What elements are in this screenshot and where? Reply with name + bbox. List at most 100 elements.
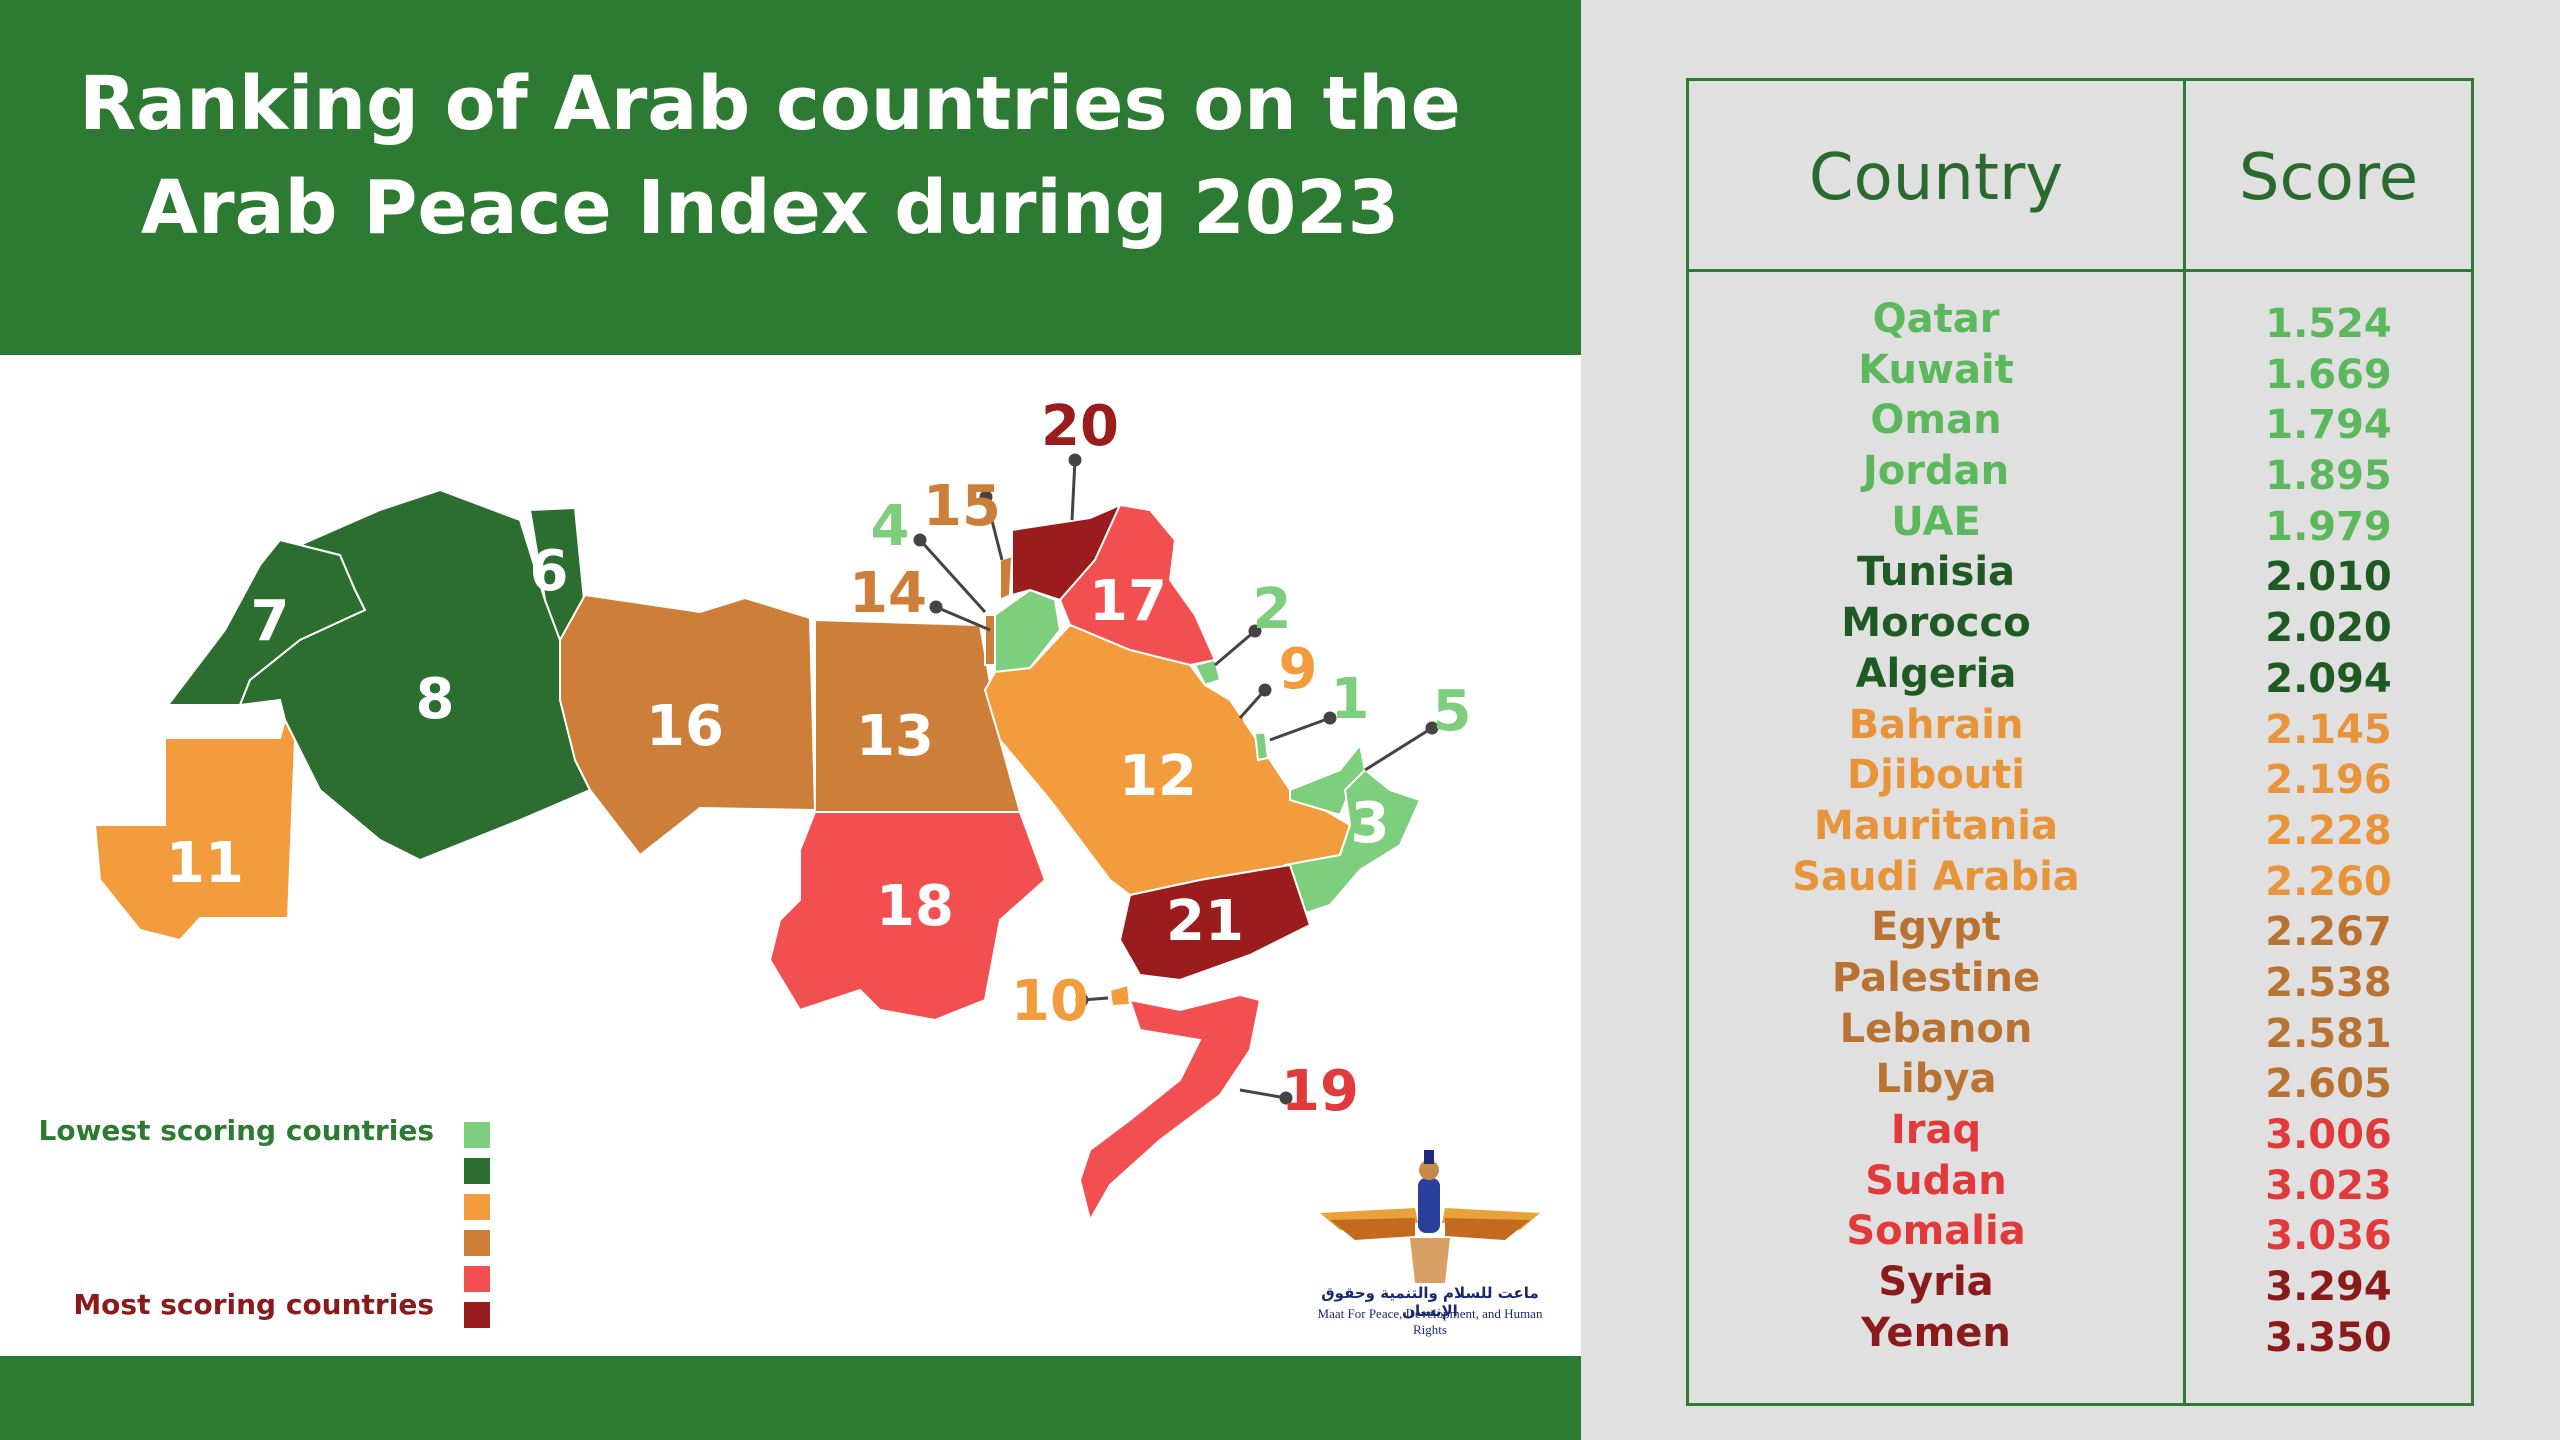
country-name: Algeria [1855,650,2017,697]
label-21: 21 [1166,889,1244,954]
label-12: 12 [1119,744,1197,809]
table-row: Jordan 1.895 [1689,446,2471,499]
table-row: Saudi Arabia 2.260 [1689,852,2471,905]
country-score: 2.196 [2265,757,2392,804]
region-8 [238,488,592,862]
label-10: 10 [1011,969,1089,1034]
table-row: Lebanon 2.581 [1689,1004,2471,1057]
title-line-1: Ranking of Arab countries on the [79,61,1461,147]
country-score: 2.228 [2265,807,2392,854]
country-name: Palestine [1831,954,2041,1001]
country-name: Lebanon [1839,1005,2033,1052]
maat-logo: ماعت للسلام والتنمية وحقوق الإنسان Maat … [1300,1148,1560,1338]
label-5: 5 [1433,679,1472,744]
table-row: Morocco 2.020 [1689,598,2471,651]
legend-swatch-6 [464,1302,490,1328]
table-row: Oman 1.794 [1689,395,2471,448]
label-20: 20 [1041,394,1119,459]
label-1: 1 [1331,667,1370,732]
country-score: 2.605 [2265,1061,2392,1108]
country-score: 2.581 [2265,1010,2392,1057]
column-header-country: Country [1808,141,2064,215]
column-header-score: Score [2238,141,2419,215]
score-table: Country Score Qatar 1.524 Kuwait 1.669 Oman 1… [1686,78,2474,1406]
country-score: 1.895 [2265,453,2392,500]
region-19 [1078,993,1262,1223]
legend-swatch-1 [464,1122,490,1148]
table-row: Palestine 2.538 [1689,953,2471,1006]
label-14: 14 [849,561,927,626]
legend-swatch-5 [464,1266,490,1292]
country-score: 3.006 [2265,1112,2392,1158]
country-name: Mauritania [1813,802,2058,849]
label-6: 6 [530,539,569,604]
region-14 [984,614,996,666]
country-name: Qatar [1872,296,2000,342]
country-score: 1.524 [2265,301,2392,347]
table-row: Djibouti 2.196 [1689,750,2471,803]
country-name: Tunisia [1856,549,2016,596]
table-row: Somalia 3.036 [1689,1206,2471,1259]
table-rows: Qatar 1.524 Kuwait 1.669 Oman 1.794 Jordan 1.89… [1689,294,2471,1361]
page-title: Ranking of Arab countries on the Arab Pe… [40,52,1500,260]
country-score: 2.010 [2265,554,2392,601]
region-2 [1193,658,1222,687]
country-score: 2.260 [2265,858,2392,905]
legend-swatch-2 [464,1158,490,1184]
table-row: UAE 1.979 [1689,497,2471,550]
region-3 [1283,768,1422,917]
table-row: Yemen 3.350 [1689,1308,2471,1361]
country-score: 3.036 [2265,1213,2392,1260]
legend-swatch-4 [464,1230,490,1256]
table-row: Syria 3.294 [1689,1257,2471,1310]
country-name: Sudan [1865,1157,2007,1204]
label-13: 13 [856,704,934,769]
table-column-divider [2183,81,2186,1403]
country-name: Kuwait [1858,346,2014,393]
country-name: Jordan [1862,448,2010,495]
country-name: Oman [1870,397,2002,444]
arab-map: 7 6 8 11 16 13 18 17 12 3 21 20 15 4 14 … [93,394,1472,1223]
legend-lowest-label: Lowest scoring countries [38,1114,434,1147]
map-legend: Lowest scoring countries Most scoring co… [38,1110,490,1330]
logo-arabic-text: ماعت للسلام والتنمية وحقوق الإنسان [1321,1284,1539,1320]
winged-figure-icon [1320,1150,1540,1283]
country-name: Saudi Arabia [1792,853,2080,900]
table-row: Kuwait 1.669 [1689,345,2471,398]
country-score: 2.145 [2265,706,2392,753]
label-11: 11 [166,831,244,896]
table-row: Iraq 3.006 [1689,1105,2471,1158]
right-panel [1581,0,2560,1440]
country-name: UAE [1891,498,1981,545]
label-8: 8 [416,667,455,732]
country-score: 1.979 [2265,503,2392,550]
region-1 [1253,732,1270,762]
label-3: 3 [1351,791,1390,856]
country-score: 2.094 [2265,655,2392,702]
label-7: 7 [251,589,290,654]
country-score: 2.020 [2265,605,2392,652]
label-16: 16 [646,694,724,759]
left-panel: Ranking of Arab countries on the Arab Pe… [0,0,1581,1440]
table-row: Algeria 2.094 [1689,649,2471,702]
label-2: 2 [1253,577,1292,642]
label-19: 19 [1281,1059,1359,1124]
country-name: Egypt [1871,904,2001,951]
table-row: Egypt 2.267 [1689,902,2471,955]
country-score: 2.267 [2265,909,2392,956]
legend-swatch-3 [464,1194,490,1220]
country-name: Morocco [1841,600,2031,647]
country-name: Bahrain [1848,701,2024,748]
country-score: 3.023 [2265,1162,2392,1209]
table-row: Qatar 1.524 [1689,294,2471,347]
footer-banner [0,1356,1581,1440]
region-16 [559,593,817,857]
table-row: Bahrain 2.145 [1689,700,2471,753]
label-18: 18 [876,874,954,939]
title-line-2: Arab Peace Index during 2023 [140,165,1400,251]
region-18 [768,811,1047,1022]
country-score: 3.350 [2265,1314,2392,1361]
logo-english-text: Maat For Peace, Development, and Human R… [1317,1306,1543,1337]
country-name: Libya [1875,1056,1997,1103]
country-score: 1.794 [2265,402,2392,449]
